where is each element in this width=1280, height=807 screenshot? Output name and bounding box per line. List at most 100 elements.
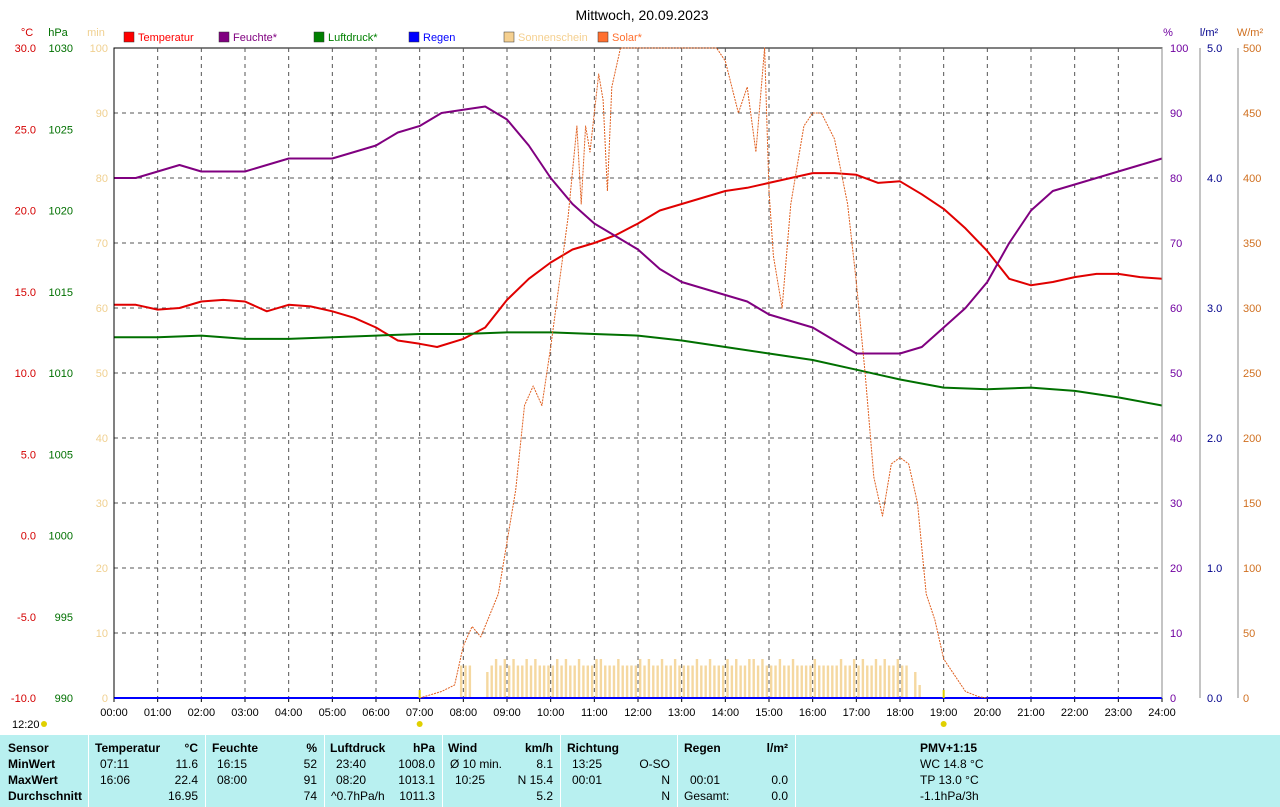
humidity-tick-label: 70 bbox=[1170, 238, 1182, 250]
sunshine-bar bbox=[468, 665, 472, 698]
header-pmv: PMV+1:15 bbox=[920, 741, 978, 755]
sunshine-bar bbox=[870, 665, 873, 698]
x-tick-label: 00:00 bbox=[100, 707, 128, 719]
sunshine-bar bbox=[852, 659, 856, 698]
legend-label: Feuchte* bbox=[233, 32, 278, 44]
humidity-tick-label: 50 bbox=[1170, 368, 1182, 380]
sunshine-bar bbox=[809, 665, 812, 698]
wind-value: N 15.4 bbox=[517, 773, 553, 787]
header-direction: Richtung bbox=[567, 741, 619, 755]
pressure-unit-label: hPa bbox=[48, 27, 68, 39]
sunshine-bar bbox=[656, 665, 659, 698]
sunshine_min-tick-label: 20 bbox=[96, 563, 108, 575]
sunshine_min-unit-label: min bbox=[87, 27, 105, 39]
sunshine-bar bbox=[499, 665, 502, 698]
series-lines bbox=[114, 47, 1163, 699]
sunshine-bar bbox=[866, 665, 869, 698]
sunshine-bar bbox=[848, 665, 851, 698]
sunshine-bar bbox=[704, 665, 707, 698]
pmv-value: TP 13.0 °C bbox=[920, 773, 979, 787]
hum-time: 08:00 bbox=[217, 773, 248, 787]
humidity-tick-label: 100 bbox=[1170, 43, 1188, 55]
temperature-tick-label: 20.0 bbox=[15, 206, 36, 218]
sunshine-bar bbox=[700, 665, 703, 698]
sunshine-bar bbox=[874, 659, 878, 698]
sunshine-bar bbox=[586, 665, 589, 698]
legend-swatch bbox=[123, 31, 135, 43]
sunshine-bar bbox=[617, 659, 620, 698]
header-temperature-unit: °C bbox=[184, 741, 198, 755]
sunshine-bar bbox=[582, 665, 585, 698]
x-tick-label: 16:00 bbox=[799, 707, 827, 719]
time-marker-dot bbox=[41, 721, 47, 727]
pressure-tick-label: 990 bbox=[55, 693, 73, 705]
x-tick-label: 15:00 bbox=[755, 707, 783, 719]
hum-value: 74 bbox=[303, 789, 317, 803]
sunshine-bar bbox=[534, 659, 537, 698]
x-tick-label: 18:00 bbox=[886, 707, 914, 719]
weather-chart: Mittwoch, 20.09.2023 00:00 01:00 02:00 03:0… bbox=[10, 7, 1264, 731]
pmv-value: -1.1hPa/3h bbox=[920, 789, 979, 803]
x-tick-label: 01:00 bbox=[144, 707, 172, 719]
sunshine-bar bbox=[691, 665, 694, 698]
sunshine-bar bbox=[896, 659, 900, 698]
header-pressure: Luftdruck bbox=[330, 741, 386, 755]
pressure-tick-label: 1030 bbox=[49, 43, 73, 55]
legend: Temperatur Feuchte* Luftdruck* Regen Sonnens… bbox=[123, 31, 643, 44]
x-tick-label: 04:00 bbox=[275, 707, 303, 719]
legend-label: Regen bbox=[423, 32, 455, 44]
sunshine-bar bbox=[739, 665, 742, 698]
stat-col-divider bbox=[560, 735, 561, 807]
sunshine-bar bbox=[608, 665, 611, 698]
humidity-tick-label: 30 bbox=[1170, 498, 1182, 510]
sunshine-bar bbox=[647, 659, 651, 698]
sunshine-bar bbox=[503, 659, 507, 698]
stat-col-divider bbox=[795, 735, 796, 807]
rain-tick-label: 0.0 bbox=[1207, 693, 1222, 705]
sunshine-bar bbox=[769, 665, 773, 698]
rain-value: 0.0 bbox=[771, 773, 788, 787]
temperature-tick-label: 0.0 bbox=[21, 531, 36, 543]
temperature-tick-label: 5.0 bbox=[21, 449, 36, 461]
x-tick-label: 20:00 bbox=[974, 707, 1002, 719]
series-line-feuchte bbox=[114, 105, 1163, 355]
sunshine_min-tick-label: 40 bbox=[96, 433, 108, 445]
dir-time: 00:01 bbox=[572, 773, 603, 787]
humidity-tick-label: 20 bbox=[1170, 563, 1182, 575]
rain-time: Gesamt: bbox=[684, 789, 730, 803]
legend-label: Temperatur bbox=[138, 32, 194, 44]
statistics-table: Sensor Temperatur °C Feuchte % Luftdruck… bbox=[0, 735, 1280, 807]
press-time: ^0.7hPa/h bbox=[331, 789, 385, 803]
sunshine-bar bbox=[752, 659, 755, 698]
row-label: MinWert bbox=[8, 757, 56, 771]
legend-label: Solar* bbox=[612, 32, 643, 44]
legend-swatch bbox=[408, 31, 420, 43]
dir-value: N bbox=[661, 789, 670, 803]
rain-value: 0.0 bbox=[771, 789, 788, 803]
sunshine-bar bbox=[630, 665, 633, 698]
sunshine_min-tick-label: 70 bbox=[96, 238, 108, 250]
rain-tick-label: 3.0 bbox=[1207, 303, 1222, 315]
sunshine_min-tick-label: 80 bbox=[96, 173, 108, 185]
sunshine-bar bbox=[743, 665, 747, 698]
rain-tick-label: 5.0 bbox=[1207, 43, 1222, 55]
sunshine-bar bbox=[673, 659, 677, 698]
chart-title: Mittwoch, 20.09.2023 bbox=[575, 7, 708, 23]
sunshine-bar bbox=[643, 665, 646, 698]
stat-col-divider bbox=[205, 735, 206, 807]
row-label: Durchschnitt bbox=[8, 789, 83, 803]
temp-time: 16:06 bbox=[100, 773, 131, 787]
sunshine-bar bbox=[652, 665, 655, 698]
sunshine-bar bbox=[521, 665, 524, 698]
temperature-tick-label: 10.0 bbox=[15, 368, 36, 380]
x-tick-label: 02:00 bbox=[188, 707, 216, 719]
solar-tick-label: 50 bbox=[1243, 628, 1255, 640]
sunshine-bar bbox=[756, 665, 760, 698]
rain-tick-label: 2.0 bbox=[1207, 433, 1222, 445]
sunshine-bar bbox=[735, 659, 738, 698]
sun-marker-dot bbox=[940, 721, 947, 727]
sunshine-bar bbox=[879, 665, 882, 698]
sunshine-bar bbox=[804, 665, 808, 698]
header-pressure-unit: hPa bbox=[412, 741, 435, 755]
pressure-tick-label: 1005 bbox=[49, 449, 73, 461]
